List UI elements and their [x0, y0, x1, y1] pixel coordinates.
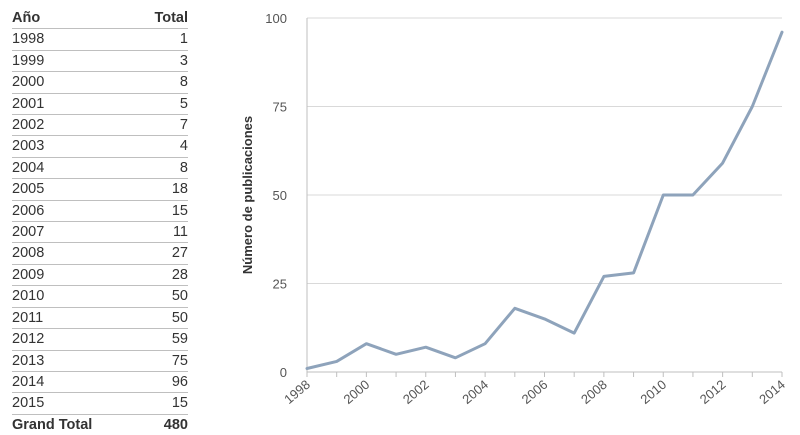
table-header-row: Año Total — [12, 8, 188, 30]
row-year: 2009 — [12, 264, 137, 287]
row-year: 1998 — [12, 28, 137, 51]
grand-total-label: Grand Total — [12, 416, 93, 433]
grid-layer — [307, 17, 782, 284]
grand-total-value: 480 — [163, 416, 188, 433]
table-row: 2013 75 — [12, 350, 188, 372]
table-row: 2012 59 — [12, 328, 188, 351]
row-total: 50 — [136, 307, 188, 330]
row-year: 2012 — [12, 328, 137, 351]
row-total: 11 — [136, 221, 188, 244]
table-row: 2003 4 — [12, 135, 188, 158]
table-row: 2002 7 — [12, 114, 188, 137]
table-row: 2008 27 — [12, 242, 188, 265]
series-line — [305, 30, 784, 370]
row-year: 2000 — [12, 71, 137, 94]
row-total: 4 — [136, 135, 188, 158]
row-total: 7 — [136, 114, 188, 137]
row-year: 2010 — [12, 285, 137, 308]
table-row: 2014 96 — [12, 371, 188, 394]
x-tick-label: 2002 — [400, 377, 432, 407]
row-total: 5 — [136, 93, 188, 116]
y-tick-label: 100 — [265, 11, 287, 26]
publications-line-chart: 0 25 50 75 100 1998 2000 2002 2004 2006 2008 2010 20… — [230, 0, 800, 434]
y-tick-label: 0 — [280, 365, 287, 380]
total-column-header: Total — [136, 8, 188, 30]
table-row: 2006 15 — [12, 200, 188, 223]
x-tick-label: 1998 — [281, 377, 313, 407]
row-year: 2015 — [12, 392, 137, 415]
chart-svg: 0 25 50 75 100 1998 2000 2002 2004 2006 2008 2010 20… — [240, 11, 788, 407]
row-total: 1 — [136, 28, 188, 51]
table-body: 1998 1 1999 3 2000 8 2001 5 2002 7 2003 4 2004 8 2005 1… — [12, 28, 188, 415]
row-year: 2001 — [12, 93, 137, 116]
table-row: 2005 18 — [12, 178, 188, 201]
y-tick-label: 50 — [273, 188, 287, 203]
row-year: 2005 — [12, 178, 137, 201]
x-tick-label: 2010 — [637, 377, 669, 407]
row-total: 8 — [136, 157, 188, 180]
row-total: 15 — [136, 392, 188, 415]
table-row: 1998 1 — [12, 28, 188, 51]
table-row: 2007 11 — [12, 221, 188, 244]
x-tick-label: 2004 — [459, 377, 491, 407]
row-total: 27 — [136, 242, 188, 265]
row-year: 2008 — [12, 242, 137, 265]
row-year: 2013 — [12, 350, 137, 372]
table-row: 1999 3 — [12, 50, 188, 73]
x-tick-label: 2006 — [519, 377, 551, 407]
row-year: 2003 — [12, 135, 137, 158]
year-column-header: Año — [12, 8, 137, 30]
label-layer: Número de publicaciones — [240, 116, 255, 274]
y-tick-label: 75 — [273, 100, 287, 115]
publications-table-container: Año Total 1998 1 1999 3 2000 8 2001 5 2002 7 2003 4… — [12, 8, 188, 435]
table-row: 2001 5 — [12, 93, 188, 116]
row-total: 18 — [136, 178, 188, 201]
row-total: 8 — [136, 71, 188, 94]
axis-layer: 0 25 50 75 100 1998 2000 2002 2004 2006 2008 2010 20… — [265, 11, 788, 407]
grand-total-row: Grand Total 480 — [12, 414, 188, 435]
y-axis-label: Número de publicaciones — [240, 116, 255, 274]
x-tick-label: 2012 — [697, 377, 729, 407]
row-total: 96 — [136, 371, 188, 394]
row-year: 2007 — [12, 221, 137, 244]
row-year: 1999 — [12, 50, 137, 73]
row-total: 15 — [136, 200, 188, 223]
series-layer — [305, 30, 784, 370]
row-total: 28 — [136, 264, 188, 287]
row-year: 2014 — [12, 371, 137, 394]
row-year: 2002 — [12, 114, 137, 137]
x-tick-label: 2008 — [578, 377, 610, 407]
row-total: 59 — [136, 328, 188, 351]
table-row: 2010 50 — [12, 285, 188, 308]
row-year: 2011 — [12, 307, 137, 330]
row-total: 75 — [136, 350, 188, 372]
publications-table: Año Total 1998 1 1999 3 2000 8 2001 5 2002 7 2003 4… — [12, 8, 188, 435]
table-row: 2015 15 — [12, 392, 188, 415]
table-row: 2011 50 — [12, 307, 188, 330]
row-year: 2006 — [12, 200, 137, 223]
table-row: 2009 28 — [12, 264, 188, 287]
row-year: 2004 — [12, 157, 137, 180]
table-row: 2000 8 — [12, 71, 188, 94]
row-total: 50 — [136, 285, 188, 308]
x-tick-label: 2000 — [341, 377, 373, 407]
table-row: 2004 8 — [12, 157, 188, 180]
x-tick-label: 2014 — [756, 377, 788, 407]
y-tick-label: 25 — [273, 277, 287, 292]
row-total: 3 — [136, 50, 188, 73]
